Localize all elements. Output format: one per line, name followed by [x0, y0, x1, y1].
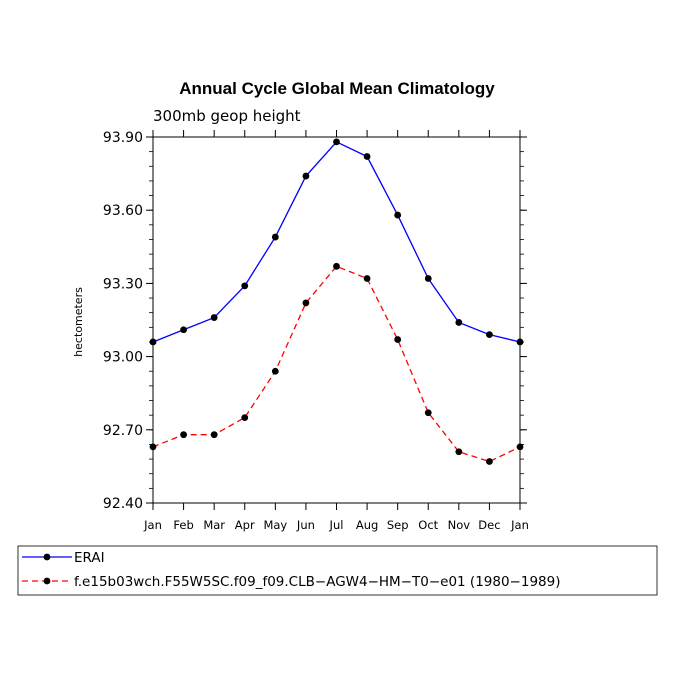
- x-tick-label: Mar: [203, 518, 225, 532]
- series-1-point: [424, 275, 432, 282]
- x-tick-label: Jan: [143, 518, 162, 532]
- x-tick-label: Oct: [418, 518, 438, 532]
- chart-title: Annual Cycle Global Mean Climatology: [179, 79, 495, 98]
- legend-marker-1: [43, 553, 51, 561]
- x-tick-label: Apr: [235, 518, 255, 532]
- x-tick-label: Nov: [448, 518, 471, 532]
- x-tick-labels: Jan Feb Mar Apr May Jun Jul Aug Sep Oct Nov Dec Jan: [143, 518, 529, 532]
- series-2-point: [180, 431, 187, 439]
- series-points: [149, 138, 524, 465]
- series-2-point: [486, 458, 493, 465]
- y-tick-label: 92.70: [103, 423, 143, 439]
- y-tick-label: 93.30: [103, 276, 143, 292]
- series-1-point: [241, 282, 249, 290]
- chart-subtitle: 300mb geop height: [153, 107, 301, 125]
- x-tick-label: Jul: [329, 518, 344, 532]
- y-tick-label: 93.90: [103, 130, 143, 146]
- y-axis-label: hectometers: [72, 287, 85, 357]
- x-tick-label: Jun: [296, 518, 315, 532]
- series-2-point: [424, 409, 432, 417]
- series-2-point: [363, 275, 371, 282]
- series-2-point: [455, 448, 463, 456]
- y-tick-label: 93.00: [103, 350, 143, 366]
- series-1-point: [394, 211, 402, 219]
- x-tick-label: Aug: [356, 518, 378, 532]
- x-tick-label: Dec: [478, 518, 500, 532]
- series-2-point: [149, 443, 157, 451]
- series-2-point: [333, 262, 340, 270]
- legend-marker-2: [43, 577, 51, 585]
- series-1-point: [516, 338, 524, 346]
- x-tick-label: May: [263, 518, 287, 532]
- series-1-point: [333, 138, 340, 146]
- series-lines: [152, 141, 521, 463]
- x-tick-label: Jan: [510, 518, 529, 532]
- series-1-point: [486, 331, 493, 339]
- series-1-point: [180, 326, 187, 334]
- series-line-2: [152, 265, 521, 463]
- series-1-point: [302, 172, 310, 180]
- series-1-point: [271, 233, 279, 241]
- series-2-point: [394, 336, 402, 343]
- legend: ERAI f.e15b03wch.F55W5SC.f09_f09.CLB−AGW4…: [22, 550, 561, 590]
- series-1-point: [149, 338, 157, 346]
- series-line-1: [152, 141, 521, 343]
- series-2-point: [241, 414, 249, 421]
- y-tick-labels: 92.40 92.70 93.00 93.30 93.60 93.90: [103, 130, 143, 512]
- legend-label-1: ERAI: [74, 550, 105, 566]
- series-1-point: [363, 153, 371, 160]
- series-2-point: [516, 443, 524, 451]
- axis-ticks: [146, 130, 527, 510]
- series-2-point: [271, 367, 279, 375]
- y-tick-label: 92.40: [103, 496, 143, 512]
- x-tick-label: Feb: [173, 518, 193, 532]
- series-2-point: [302, 299, 310, 307]
- legend-box: [17, 545, 658, 596]
- x-tick-label: Sep: [387, 518, 409, 532]
- series-1-point: [455, 319, 463, 326]
- legend-label-2: f.e15b03wch.F55W5SC.f09_f09.CLB−AGW4−HM−…: [74, 574, 561, 590]
- y-tick-label: 93.60: [103, 203, 143, 219]
- series-2-point: [210, 431, 218, 439]
- series-1-point: [210, 314, 218, 321]
